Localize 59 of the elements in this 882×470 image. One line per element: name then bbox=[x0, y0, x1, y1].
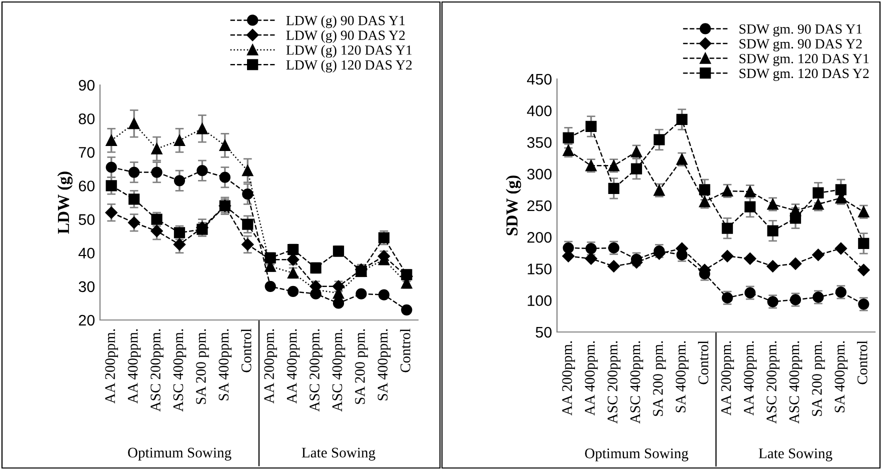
x-tick-label: Control bbox=[698, 340, 708, 384]
y-tick-label: 350 bbox=[527, 137, 552, 148]
x-tick-label: SA 400ppm. bbox=[676, 341, 689, 412]
x-tick-label: SA 200 ppm. bbox=[196, 329, 209, 404]
x-tick-label: AA 200ppm. bbox=[105, 329, 118, 404]
legend-label: SDW gm. 120 DAS Y2 bbox=[740, 68, 869, 81]
legend-label: SDW gm. 90 DAS Y2 bbox=[740, 39, 862, 52]
y-tick-label: 60 bbox=[78, 180, 95, 192]
y-tick-label: 80 bbox=[78, 113, 95, 124]
y-tick-label: 100 bbox=[528, 295, 552, 306]
y-tick-label: 70 bbox=[78, 147, 95, 158]
y-tick-label: 300 bbox=[527, 168, 552, 180]
legend-label: SDW gm. 120 DAS Y1 bbox=[740, 54, 869, 66]
x-tick-label: SA 400ppm. bbox=[218, 329, 232, 400]
x-tick-label: ASC 400ppm. bbox=[173, 329, 186, 412]
x-tick-label: AA 400ppm. bbox=[744, 341, 757, 416]
x-tick-label: SA 200 ppm. bbox=[812, 341, 825, 416]
y-tick-label: 40 bbox=[78, 248, 95, 259]
y-tick-label: 400 bbox=[527, 105, 552, 116]
x-tick-label: ASC 400ppm. bbox=[789, 341, 802, 424]
y-tick-label: 200 bbox=[527, 232, 552, 243]
x-tick-label: ASC 200ppm. bbox=[150, 329, 164, 412]
x-tick-label: ASC 200ppm. bbox=[766, 341, 780, 424]
y-tick-label: 30 bbox=[78, 281, 95, 292]
x-tick-label: AA 400ppm. bbox=[128, 329, 141, 404]
text: Optimum Sowing bbox=[585, 448, 688, 462]
x-tick-label: SA 400ppm. bbox=[378, 329, 391, 400]
y-tick-label: 20 bbox=[78, 314, 95, 326]
x-tick-label: AA 200ppm. bbox=[264, 329, 277, 404]
y-tick-label: 50 bbox=[536, 326, 552, 338]
x-tick-label: Control bbox=[400, 328, 410, 372]
y-tick-label: 250 bbox=[527, 200, 552, 212]
x-tick-label: SA 400ppm. bbox=[834, 341, 848, 412]
legend-label: LDW (g) 90 DAS Y2 bbox=[286, 30, 405, 43]
x-tick-label: SA 200 ppm. bbox=[355, 329, 368, 404]
x-tick-label: ASC 400ppm. bbox=[630, 341, 644, 424]
x-tick-label: Control bbox=[241, 328, 252, 372]
y-tick-label: 50 bbox=[78, 214, 95, 225]
x-tick-label: SA 200 ppm. bbox=[653, 341, 666, 416]
x-tick-label: AA 400ppm. bbox=[286, 329, 300, 404]
x-tick-label: ASC 400ppm. bbox=[332, 329, 346, 412]
y-axis-title: LDW (g) bbox=[57, 172, 73, 234]
x-tick-label: AA 200ppm. bbox=[562, 341, 575, 416]
legend-label: LDW (g) 120 DAS Y1 bbox=[286, 45, 412, 58]
text: Late Sowing bbox=[758, 448, 832, 462]
x-tick-label: Control bbox=[857, 340, 868, 384]
x-tick-label: AA 200ppm. bbox=[721, 341, 734, 416]
x-tick-label: ASC 200ppm. bbox=[310, 329, 322, 412]
text: Optimum Sowing bbox=[128, 448, 232, 461]
text: Late Sowing bbox=[302, 448, 376, 461]
legend-label: SDW gm. 90 DAS Y1 bbox=[740, 24, 862, 37]
y-axis-title: SDW (g) bbox=[506, 176, 522, 236]
y-tick-label: 90 bbox=[78, 80, 95, 91]
legend-label: LDW (g) 120 DAS Y2 bbox=[286, 60, 412, 72]
legend-label: LDW (g) 90 DAS Y1 bbox=[286, 15, 405, 28]
x-tick-label: ASC 200ppm. bbox=[608, 341, 620, 424]
y-tick-label: 450 bbox=[527, 74, 552, 85]
y-tick-label: 150 bbox=[528, 264, 552, 274]
x-tick-label: AA 400ppm. bbox=[584, 341, 598, 416]
